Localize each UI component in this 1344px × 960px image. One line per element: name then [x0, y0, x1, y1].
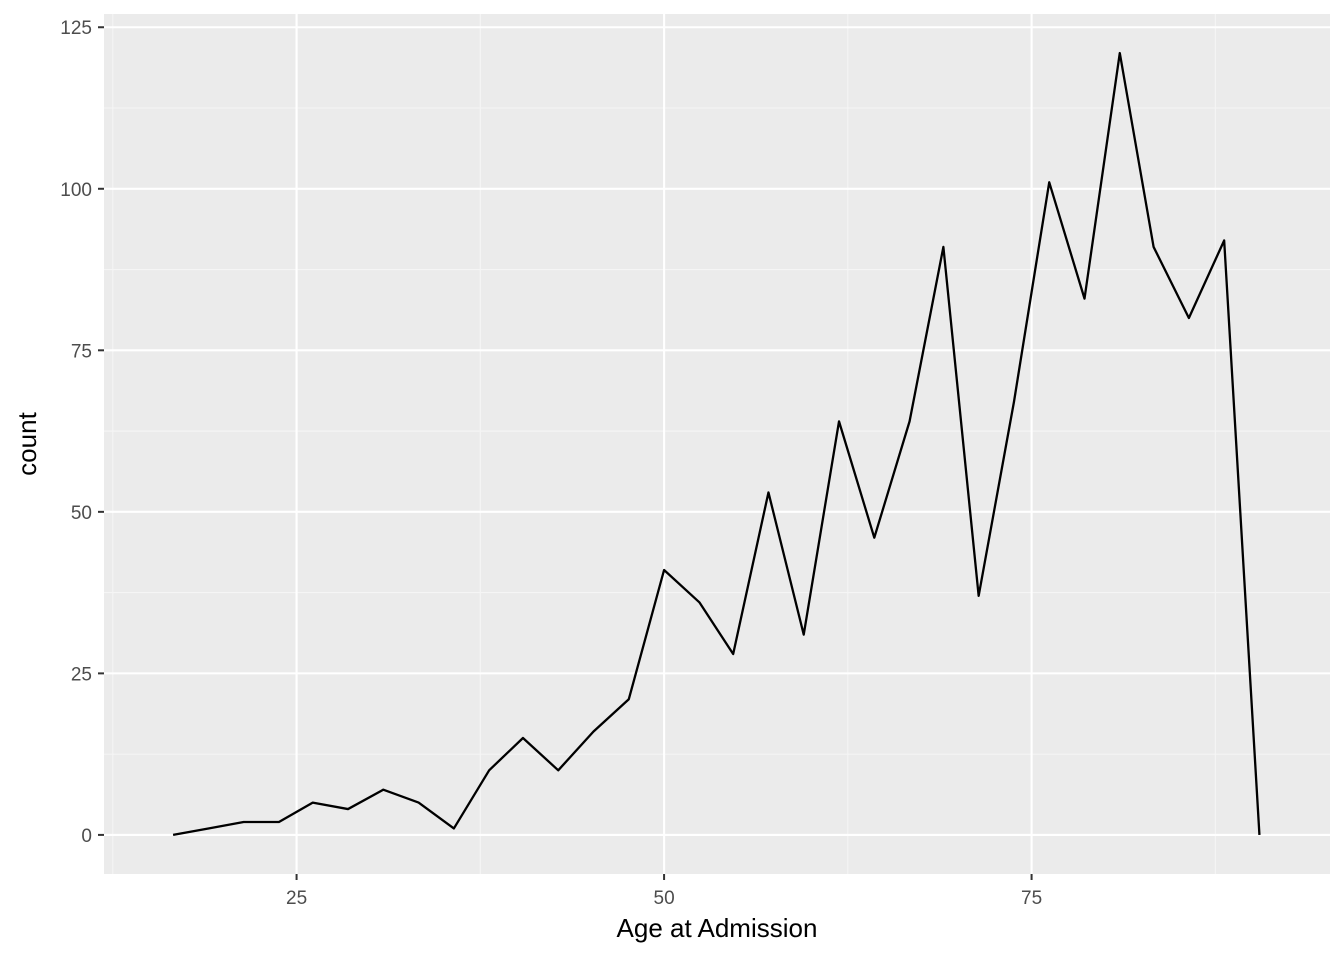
y-tick-label: 125 [60, 18, 92, 39]
x-axis-title: Age at Admission [617, 913, 818, 943]
x-tick-label: 50 [654, 888, 675, 909]
y-axis-title: count [12, 411, 42, 475]
x-axis: 25 50 75 [286, 874, 1042, 909]
x-tick-label: 25 [286, 888, 307, 909]
x-tick-label: 75 [1021, 888, 1042, 909]
minor-gridlines [104, 14, 1330, 874]
y-tick-label: 25 [71, 664, 92, 685]
y-tick-label: 100 [60, 180, 92, 201]
y-tick-label: 50 [71, 503, 92, 524]
major-gridlines [104, 14, 1330, 874]
panel-background [104, 14, 1330, 874]
count-series-line [172, 51, 1261, 837]
y-tick-label: 75 [71, 341, 92, 362]
y-tick-label: 0 [81, 826, 92, 847]
y-axis: 0 25 50 75 100 125 [60, 18, 104, 847]
